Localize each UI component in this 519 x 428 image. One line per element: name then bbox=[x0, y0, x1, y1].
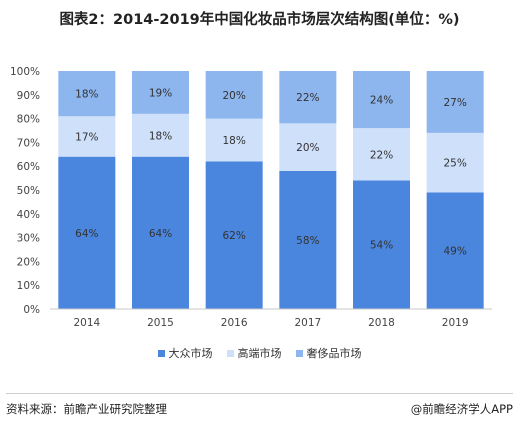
bar-mass-2014 bbox=[58, 156, 116, 309]
y-tick-label: 50% bbox=[17, 185, 40, 197]
legend: 大众市场 高端市场 奢侈品市场 bbox=[0, 345, 519, 361]
y-tick-label: 20% bbox=[17, 256, 40, 268]
legend-label-luxury: 奢侈品市场 bbox=[306, 347, 362, 360]
x-tick-label-2018: 2018 bbox=[368, 317, 395, 329]
data-label-mass-2016: 62% bbox=[222, 230, 245, 242]
data-label-luxury-2014: 18% bbox=[75, 89, 98, 101]
data-label-mass-2014: 64% bbox=[75, 228, 98, 240]
data-label-luxury-2016: 20% bbox=[222, 90, 245, 102]
footer-divider bbox=[6, 393, 513, 394]
source-note: 资料来源：前瞻产业研究院整理 bbox=[6, 402, 167, 416]
bar-premium-2016 bbox=[205, 118, 263, 162]
bar-mass-2018 bbox=[353, 180, 410, 309]
x-axis: 2014 2015 2016 2017 2018 2019 bbox=[73, 317, 468, 329]
chart-title: 图表2：2014-2019年中国化妆品市场层次结构图(单位：%) bbox=[59, 12, 460, 28]
bar-premium-2017 bbox=[279, 123, 337, 171]
y-tick-label: 90% bbox=[17, 90, 40, 102]
y-tick-label: 0% bbox=[23, 304, 40, 316]
data-label-mass-2015: 64% bbox=[149, 228, 172, 240]
legend-label-premium: 高端市场 bbox=[237, 347, 282, 360]
data-label-luxury-2018: 24% bbox=[370, 95, 393, 107]
data-label-mass-2018: 54% bbox=[370, 240, 393, 252]
data-label-premium-2015: 18% bbox=[149, 130, 172, 142]
data-label-premium-2018: 22% bbox=[370, 149, 393, 161]
legend-item-premium: 高端市场 bbox=[226, 345, 282, 361]
bar-premium-2019 bbox=[426, 132, 484, 193]
legend-item-mass: 大众市场 bbox=[157, 345, 213, 361]
bar-luxury-2018 bbox=[353, 71, 410, 129]
x-tick-label-2015: 2015 bbox=[147, 317, 174, 329]
legend-swatch-mass bbox=[157, 349, 165, 357]
brand-text: @前瞻经济学人APP bbox=[410, 402, 513, 416]
bar-luxury-2016 bbox=[205, 71, 263, 119]
bar-luxury-2015 bbox=[132, 71, 189, 114]
bar-luxury-2014 bbox=[58, 71, 116, 117]
stacked-bar-chart: 0% 10% 20% 30% 40% 50% 60% 70% 80% 90% 100% 64% 17%… bbox=[10, 66, 492, 329]
y-tick-label: 70% bbox=[17, 137, 40, 149]
y-tick-label: 80% bbox=[17, 114, 40, 126]
y-axis: 0% 10% 20% 30% 40% 50% 60% 70% 80% 90% 100% bbox=[10, 66, 40, 316]
y-tick-label: 40% bbox=[17, 209, 40, 221]
x-tick-label-2014: 2014 bbox=[73, 317, 100, 329]
bar-mass-2017 bbox=[279, 170, 337, 309]
data-label-premium-2017: 20% bbox=[296, 142, 319, 154]
legend-label-mass: 大众市场 bbox=[168, 347, 213, 360]
bar-mass-2015 bbox=[132, 156, 189, 309]
y-tick-label: 60% bbox=[17, 161, 40, 173]
bar-premium-2014 bbox=[58, 116, 116, 157]
y-tick-label: 100% bbox=[10, 66, 40, 78]
data-label-mass-2019: 49% bbox=[443, 246, 466, 258]
data-label-premium-2014: 17% bbox=[75, 131, 98, 143]
legend-swatch-premium bbox=[226, 349, 234, 357]
y-tick-label: 30% bbox=[17, 233, 40, 245]
bar-luxury-2019 bbox=[426, 71, 484, 133]
y-tick-label: 10% bbox=[17, 280, 40, 292]
bar-area: 64% 17% 18% 64% 18% 19% 62% 18% 20% 58% 20% 22% 54% 2… bbox=[58, 71, 484, 309]
data-label-luxury-2015: 19% bbox=[149, 87, 172, 99]
data-label-premium-2016: 18% bbox=[222, 135, 245, 147]
data-label-luxury-2019: 27% bbox=[443, 97, 466, 109]
bar-mass-2016 bbox=[205, 161, 263, 309]
legend-item-luxury: 奢侈品市场 bbox=[295, 345, 362, 361]
bar-luxury-2017 bbox=[279, 71, 337, 124]
x-tick-label-2019: 2019 bbox=[442, 317, 469, 329]
brand-credit: @前瞻经济学人APP bbox=[411, 401, 513, 417]
bar-premium-2018 bbox=[353, 128, 410, 181]
legend-swatch-luxury bbox=[295, 349, 303, 357]
x-tick-label-2017: 2017 bbox=[294, 317, 321, 329]
data-label-luxury-2017: 22% bbox=[296, 92, 319, 104]
data-label-premium-2019: 25% bbox=[443, 158, 466, 170]
x-tick-label-2016: 2016 bbox=[221, 317, 248, 329]
bar-premium-2015 bbox=[132, 113, 189, 157]
bar-mass-2019 bbox=[426, 192, 484, 309]
data-label-mass-2017: 58% bbox=[296, 235, 319, 247]
